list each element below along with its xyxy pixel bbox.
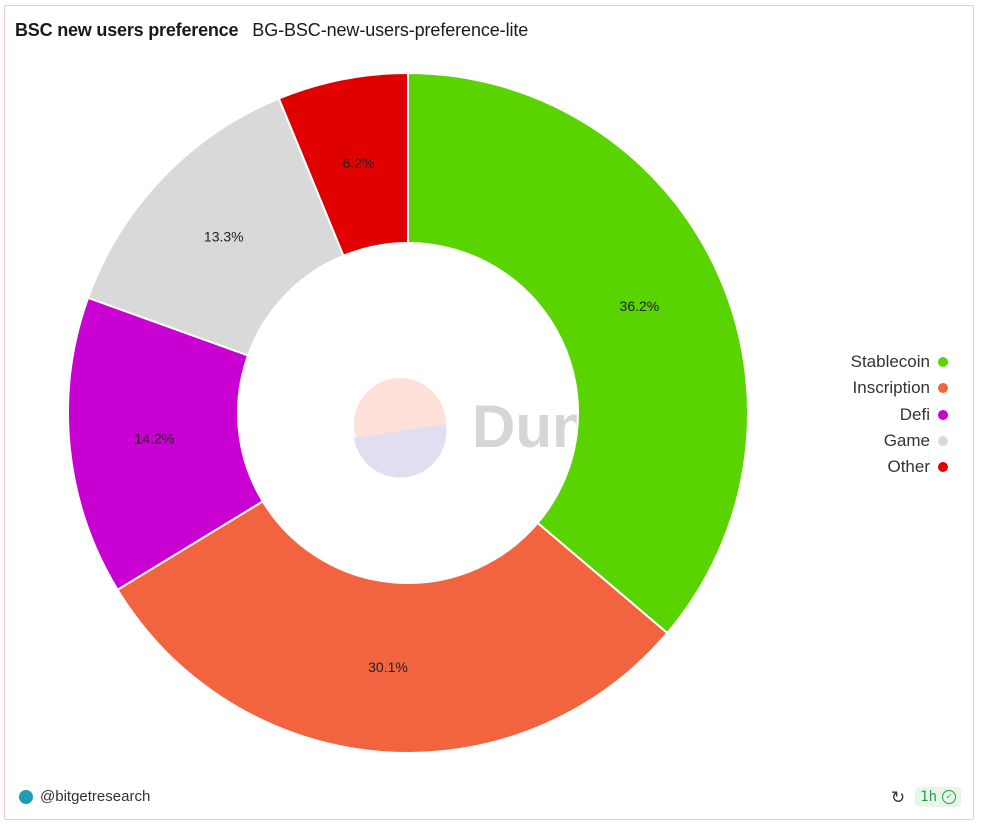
legend-item-inscription[interactable]: Inscription xyxy=(851,375,948,401)
legend-dot xyxy=(938,436,948,447)
legend-dot xyxy=(938,383,948,394)
legend-dot xyxy=(938,462,948,473)
refresh-interval-badge[interactable]: 1h ✓ xyxy=(915,787,961,807)
slice-label-game: 13.3% xyxy=(204,229,244,245)
author-name: @bitgetresearch xyxy=(40,788,151,805)
slice-label-stablecoin: 36.2% xyxy=(620,298,660,314)
slice-defi[interactable] xyxy=(67,296,265,592)
legend-item-game[interactable]: Game xyxy=(851,428,948,454)
slice-inscription[interactable] xyxy=(116,499,669,754)
legend-item-defi[interactable]: Defi xyxy=(851,402,948,428)
avatar xyxy=(19,789,33,804)
legend-item-stablecoin[interactable]: Stablecoin xyxy=(851,349,948,375)
slice-label-defi: 14.2% xyxy=(134,431,174,447)
slice-label-other: 6.2% xyxy=(343,155,375,171)
slice-stablecoin[interactable] xyxy=(407,71,749,635)
refresh-interval-label: 1h xyxy=(920,789,937,805)
chart-legend: Stablecoin Inscription Defi Game Other xyxy=(851,349,948,480)
legend-label: Game xyxy=(883,431,930,451)
watermark-logo-bottom xyxy=(354,424,447,478)
check-circle-icon: ✓ xyxy=(942,790,956,804)
legend-label: Inscription xyxy=(852,378,930,398)
legend-dot xyxy=(938,357,948,368)
refresh-icon[interactable]: ↻ xyxy=(890,787,906,807)
slice-other[interactable] xyxy=(277,71,409,258)
chart-subtitle: BG-BSC-new-users-preference-lite xyxy=(252,20,529,40)
legend-label: Defi xyxy=(899,404,930,424)
legend-dot xyxy=(938,409,948,420)
slice-label-inscription: 30.1% xyxy=(368,659,408,675)
legend-label: Other xyxy=(887,457,930,477)
slice-game[interactable] xyxy=(86,97,345,357)
legend-label: Stablecoin xyxy=(850,352,930,372)
chart-title[interactable]: BSC new users preference xyxy=(15,20,239,40)
refresh-controls: ↻ 1h ✓ xyxy=(891,787,961,807)
chart-header: BSC new users preference BG-BSC-new-user… xyxy=(15,20,528,41)
legend-item-other[interactable]: Other xyxy=(851,454,948,480)
author-info[interactable]: @bitgetresearch xyxy=(19,788,150,805)
